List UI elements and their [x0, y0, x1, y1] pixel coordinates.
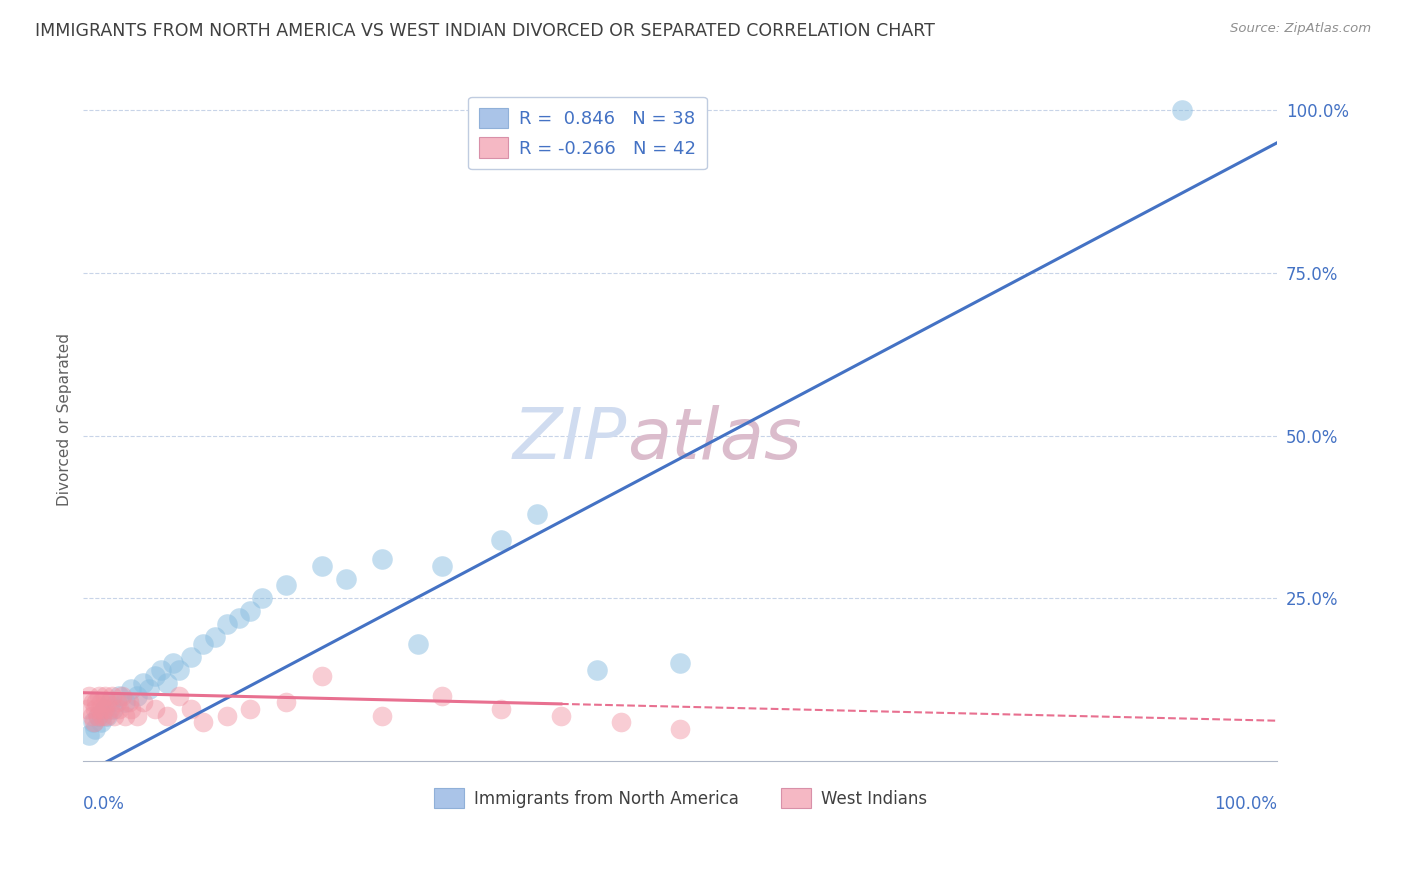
Point	[1171, 103, 1194, 117]
Point	[180, 649, 202, 664]
Point	[143, 702, 166, 716]
Point	[118, 696, 141, 710]
Point	[167, 689, 190, 703]
Text: ZIP: ZIP	[512, 405, 627, 475]
Point	[191, 637, 214, 651]
Point	[239, 604, 262, 618]
Point	[105, 696, 128, 710]
Point	[239, 702, 262, 716]
Point	[132, 696, 155, 710]
Point	[82, 696, 104, 710]
Point	[77, 728, 100, 742]
Point	[491, 533, 513, 547]
Point	[156, 708, 179, 723]
Point	[526, 507, 548, 521]
Point	[90, 714, 112, 729]
Point	[98, 696, 121, 710]
Point	[430, 558, 453, 573]
Point	[89, 702, 111, 716]
Point	[204, 631, 226, 645]
Point	[76, 702, 98, 716]
Legend: Immigrants from North America, West Indians: Immigrants from North America, West Indi…	[427, 781, 934, 814]
Point	[430, 689, 453, 703]
Point	[311, 558, 333, 573]
Point	[120, 682, 142, 697]
Point	[143, 669, 166, 683]
Text: 100.0%: 100.0%	[1215, 796, 1278, 814]
Point	[96, 696, 118, 710]
Point	[149, 663, 172, 677]
Point	[167, 663, 190, 677]
Point	[276, 578, 298, 592]
Point	[101, 702, 124, 716]
Text: 0.0%: 0.0%	[83, 796, 125, 814]
Point	[86, 708, 108, 723]
Point	[125, 689, 148, 703]
Point	[125, 708, 148, 723]
Point	[91, 708, 114, 723]
Point	[110, 689, 132, 703]
Point	[228, 611, 250, 625]
Point	[585, 663, 607, 677]
Point	[114, 708, 136, 723]
Point	[609, 714, 631, 729]
Point	[86, 696, 108, 710]
Point	[180, 702, 202, 716]
Point	[84, 702, 107, 716]
Point	[138, 682, 160, 697]
Point	[120, 702, 142, 716]
Text: Source: ZipAtlas.com: Source: ZipAtlas.com	[1230, 22, 1371, 36]
Point	[371, 708, 394, 723]
Point	[93, 702, 115, 716]
Point	[371, 552, 394, 566]
Point	[83, 714, 105, 729]
Point	[311, 669, 333, 683]
Text: IMMIGRANTS FROM NORTH AMERICA VS WEST INDIAN DIVORCED OR SEPARATED CORRELATION C: IMMIGRANTS FROM NORTH AMERICA VS WEST IN…	[35, 22, 935, 40]
Point	[276, 696, 298, 710]
Point	[94, 708, 117, 723]
Point	[669, 722, 692, 736]
Point	[406, 637, 429, 651]
Point	[82, 714, 104, 729]
Point	[84, 722, 107, 736]
Point	[669, 657, 692, 671]
Y-axis label: Divorced or Separated: Divorced or Separated	[58, 333, 72, 506]
Point	[491, 702, 513, 716]
Point	[162, 657, 184, 671]
Point	[80, 708, 103, 723]
Point	[96, 708, 118, 723]
Point	[94, 702, 117, 716]
Point	[132, 676, 155, 690]
Point	[86, 708, 108, 723]
Point	[98, 702, 121, 716]
Point	[252, 591, 274, 606]
Point	[87, 689, 110, 703]
Point	[77, 689, 100, 703]
Point	[156, 676, 179, 690]
Point	[335, 572, 357, 586]
Point	[103, 708, 125, 723]
Point	[191, 714, 214, 729]
Point	[101, 689, 124, 703]
Point	[114, 696, 136, 710]
Point	[90, 696, 112, 710]
Point	[215, 708, 238, 723]
Point	[550, 708, 572, 723]
Point	[94, 689, 117, 703]
Point	[215, 617, 238, 632]
Point	[108, 689, 131, 703]
Text: atlas: atlas	[627, 405, 801, 475]
Point	[108, 702, 131, 716]
